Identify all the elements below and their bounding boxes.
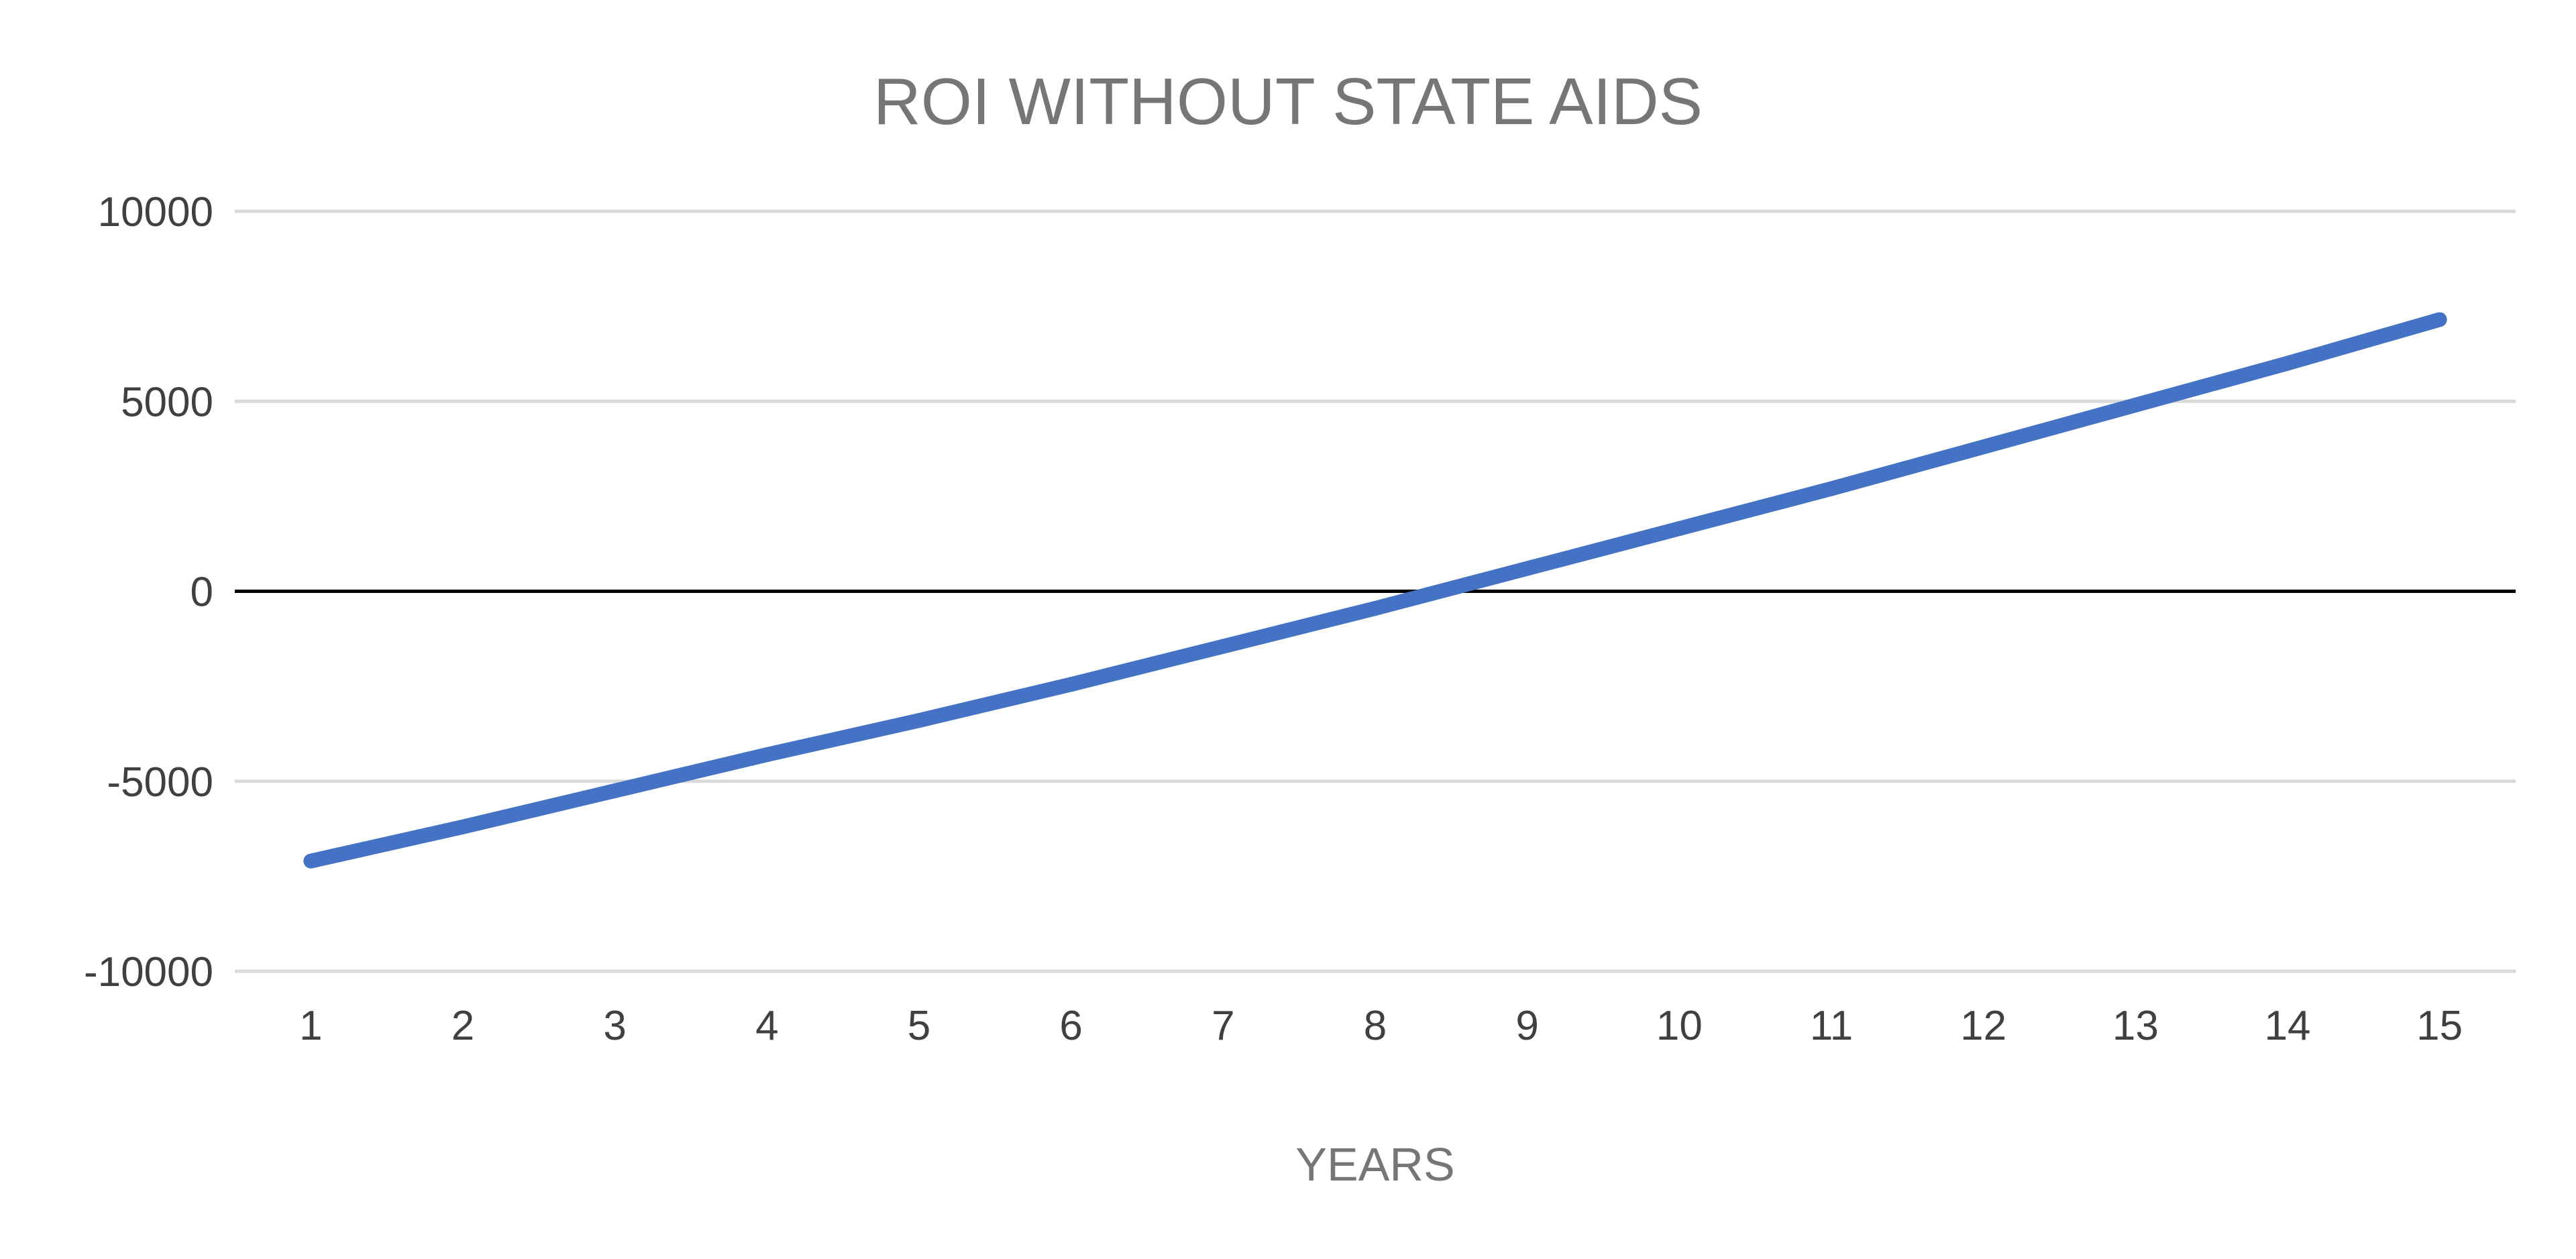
series-layer xyxy=(303,312,2447,869)
data-point xyxy=(455,819,470,834)
data-point xyxy=(1976,439,1991,455)
data-point xyxy=(2432,312,2447,327)
x-tick-label: 15 xyxy=(2416,1003,2463,1049)
y-tick-label: -10000 xyxy=(84,949,213,995)
y-tick-label: 10000 xyxy=(98,189,213,235)
data-point xyxy=(1368,600,1383,616)
y-tick-label: -5000 xyxy=(107,759,213,806)
x-tick-label: 2 xyxy=(451,1003,474,1049)
x-tick-label: 1 xyxy=(299,1003,322,1049)
y-tick-label: 0 xyxy=(191,569,213,616)
x-axis-tick-labels: 1 2 3 4 5 6 7 8 9 10 11 12 13 14 15 xyxy=(299,1003,2463,1049)
x-tick-label: 12 xyxy=(1960,1003,2006,1049)
x-tick-label: 8 xyxy=(1364,1003,1387,1049)
data-point xyxy=(1519,561,1535,576)
chart-title: ROI WITHOUT STATE AIDS xyxy=(873,64,1703,138)
x-tick-label: 10 xyxy=(1656,1003,1703,1049)
data-point xyxy=(303,853,319,869)
data-point xyxy=(2128,397,2143,413)
x-tick-label: 14 xyxy=(2265,1003,2311,1049)
data-point xyxy=(1063,677,1079,692)
x-tick-label: 9 xyxy=(1515,1003,1538,1049)
x-tick-label: 13 xyxy=(2112,1003,2159,1049)
x-tick-label: 6 xyxy=(1059,1003,1082,1049)
data-point xyxy=(1216,639,1231,654)
data-point xyxy=(1672,521,1687,537)
y-axis-tick-labels: 10000 5000 0 -5000 -10000 xyxy=(84,189,213,995)
x-tick-label: 3 xyxy=(603,1003,626,1049)
data-point xyxy=(1824,481,1839,496)
x-tick-label: 5 xyxy=(908,1003,930,1049)
data-point xyxy=(2280,355,2295,371)
y-tick-label: 5000 xyxy=(121,379,213,425)
x-tick-label: 11 xyxy=(1810,1003,1853,1049)
data-point xyxy=(607,783,623,798)
data-point xyxy=(912,713,926,728)
x-tick-label: 7 xyxy=(1212,1003,1234,1049)
gridlines xyxy=(235,209,2516,973)
data-point xyxy=(759,747,775,763)
x-tick-label: 4 xyxy=(755,1003,778,1049)
x-axis-title: YEARS xyxy=(1295,1138,1454,1191)
